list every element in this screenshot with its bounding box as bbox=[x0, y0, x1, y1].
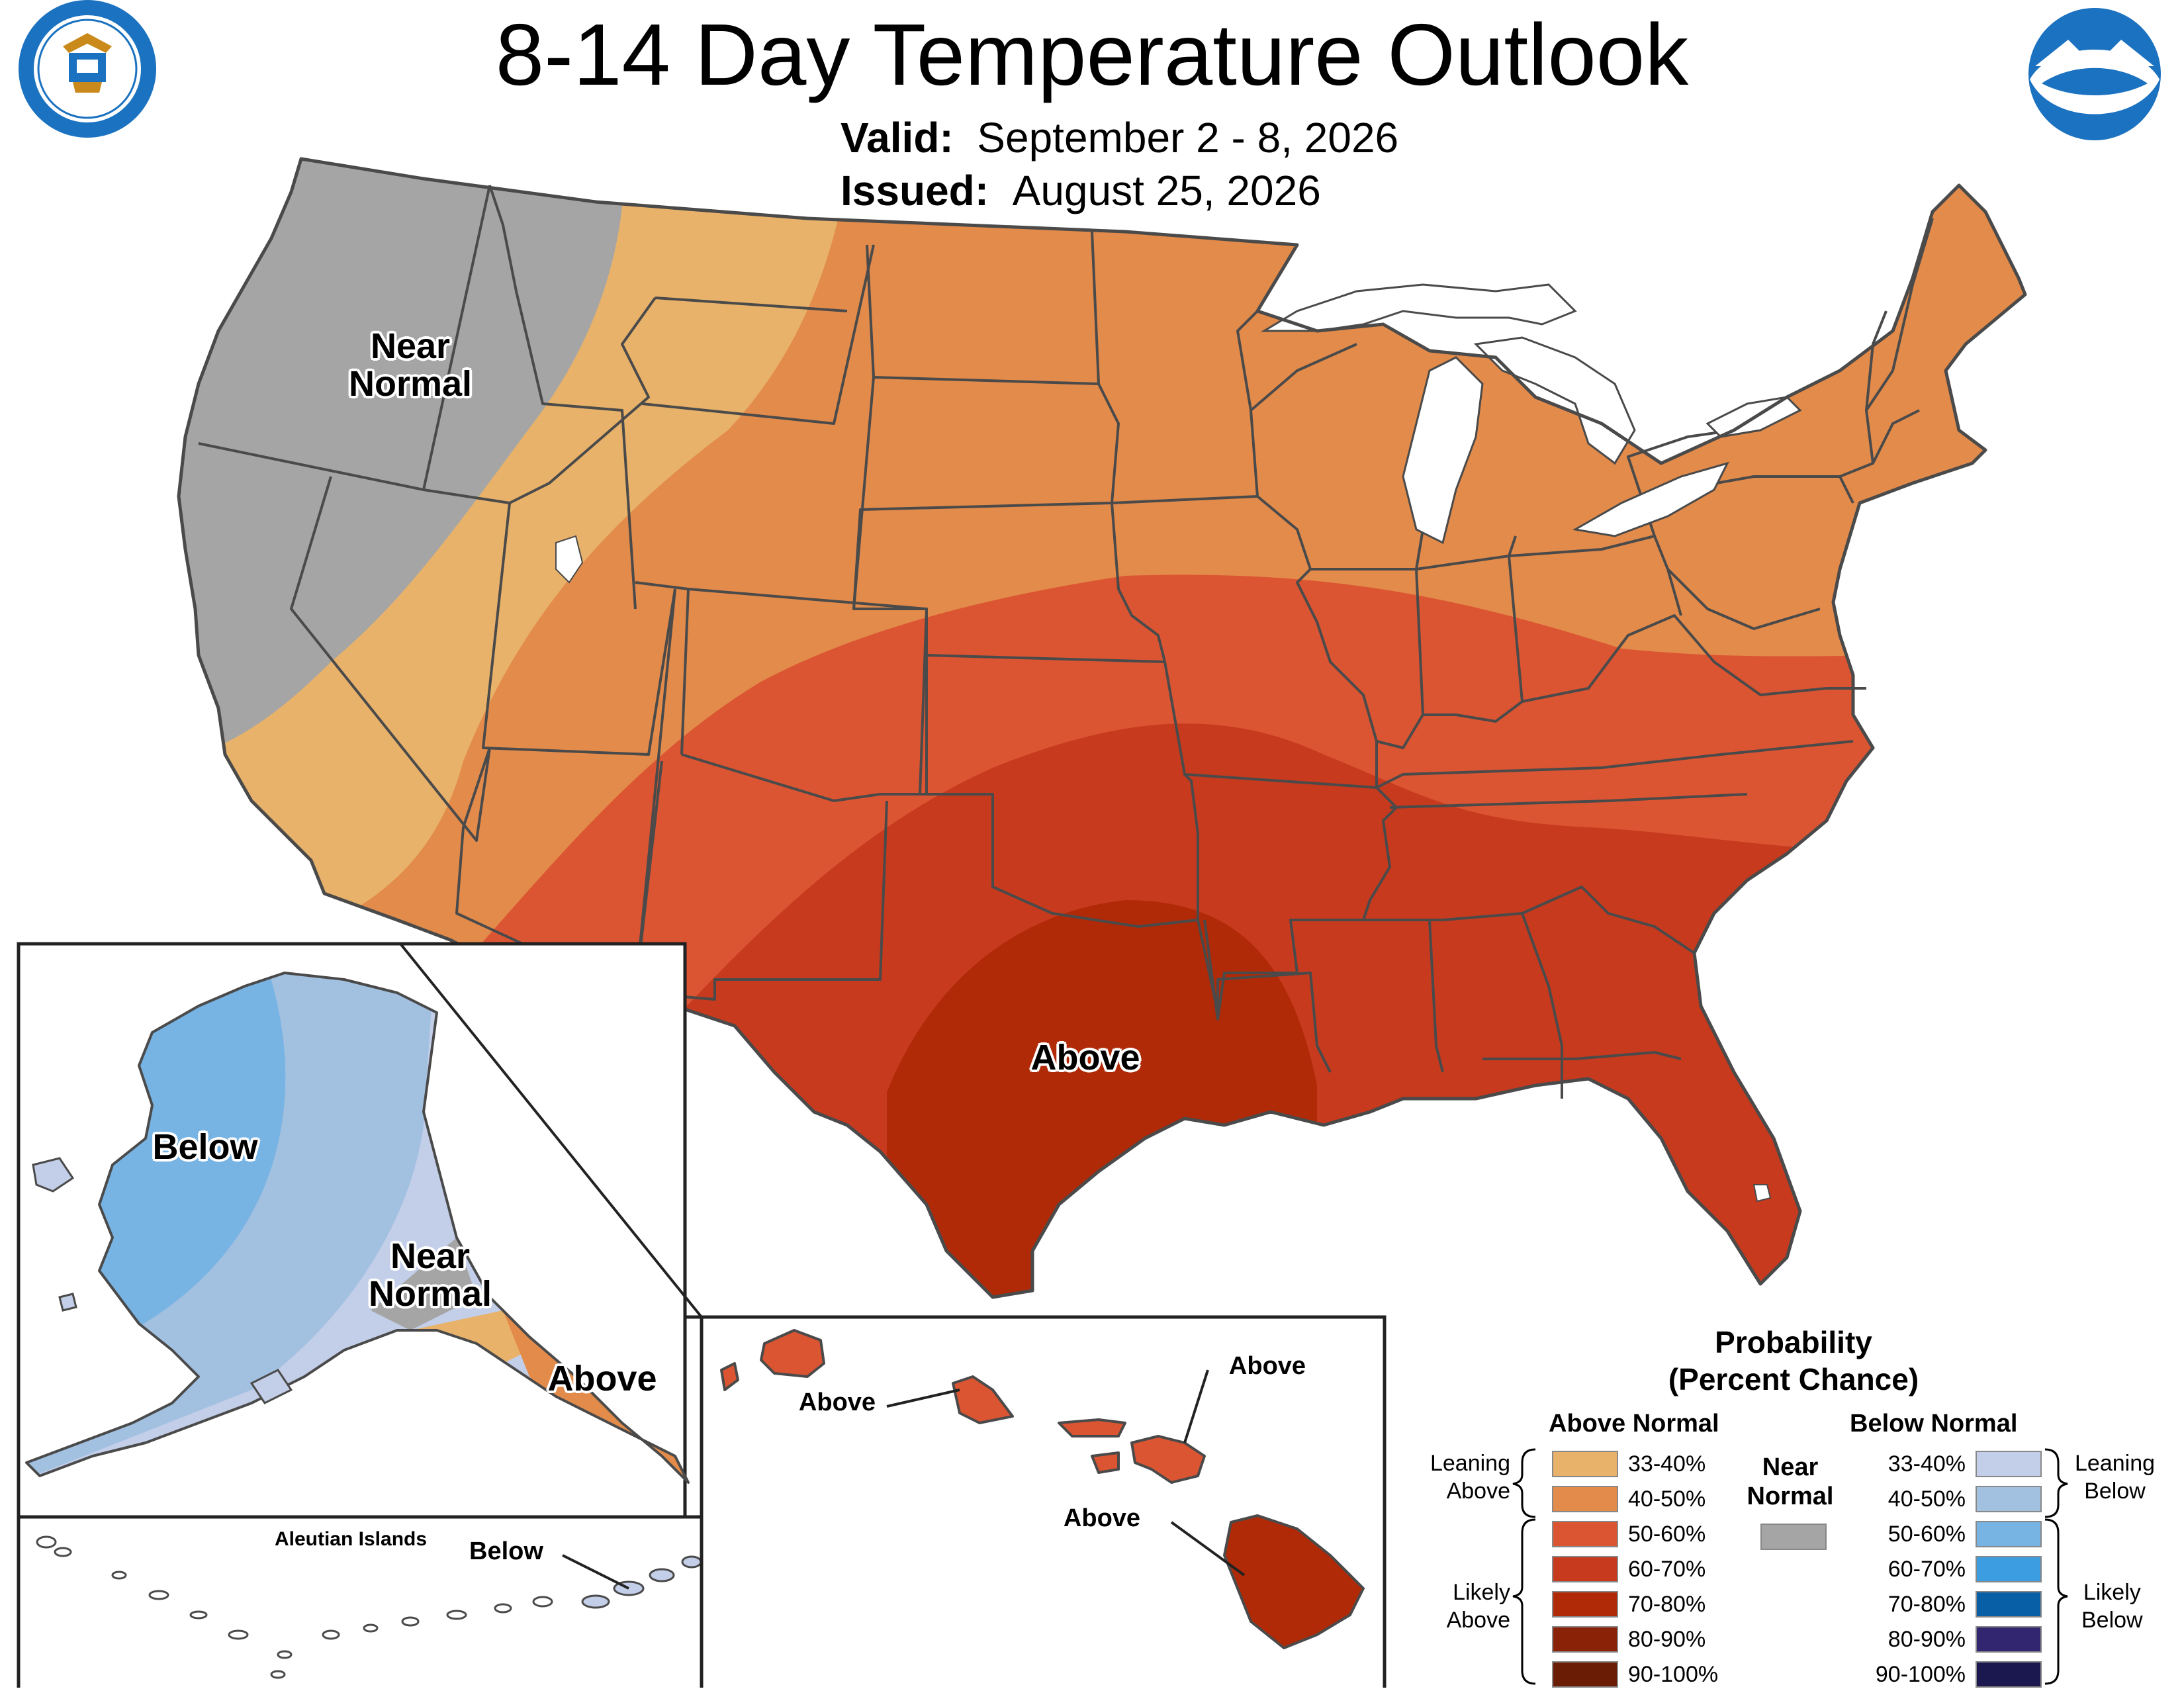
legend-below-swatch-2 bbox=[1976, 1521, 2042, 1547]
label-alaska-above: Above bbox=[547, 1359, 657, 1398]
island-kauai bbox=[760, 1329, 825, 1378]
great-salt-lake bbox=[555, 535, 584, 584]
legend-below-swatch-6 bbox=[1976, 1661, 2042, 1688]
legend-title: Probability (Percent Chance) bbox=[1668, 1325, 1919, 1396]
island-hawaii bbox=[1223, 1514, 1365, 1649]
legend-above-label-3: 60-70% bbox=[1628, 1557, 1706, 1582]
legend-below-label-5: 80-90% bbox=[1888, 1627, 1966, 1652]
legend-above-swatch-1 bbox=[1552, 1486, 1618, 1512]
legend-below-label-2: 50-60% bbox=[1888, 1522, 1966, 1547]
legend-below-swatch-0 bbox=[1976, 1451, 2042, 1477]
issued-label: Issued: bbox=[841, 167, 989, 214]
island-niihau bbox=[720, 1362, 739, 1391]
aleutian-islands bbox=[36, 1535, 553, 1679]
conus-outline bbox=[177, 157, 2027, 1299]
label-hawaii-above-big-island: Above bbox=[1063, 1504, 1141, 1532]
page-title: 8-14 Day Temperature Outlook bbox=[495, 6, 1689, 103]
legend-above-label-5: 80-90% bbox=[1628, 1627, 1706, 1652]
valid-label: Valid: bbox=[841, 114, 954, 161]
legend-below-label-0: 33-40% bbox=[1888, 1451, 1966, 1477]
label-aleutian-islands: Aleutian Islands bbox=[274, 1528, 428, 1550]
island-lanai bbox=[1091, 1451, 1120, 1474]
legend-above-label-0: 33-40% bbox=[1628, 1451, 1706, 1477]
label-conus-near-normal: Near Normal bbox=[348, 326, 473, 404]
valid-line: Valid: September 2 - 8, 2026 bbox=[841, 113, 1398, 163]
legend-below-swatch-5 bbox=[1976, 1626, 2042, 1653]
label-hawaii-above-maui: Above bbox=[1228, 1352, 1306, 1380]
valid-value: September 2 - 8, 2026 bbox=[977, 114, 1399, 161]
legend-above-swatch-5 bbox=[1552, 1626, 1618, 1653]
legend-below-swatch-3 bbox=[1976, 1556, 2042, 1582]
legend-near-normal-label: Near Normal bbox=[1747, 1453, 1834, 1510]
legend-likely-below: Likely Below bbox=[2081, 1580, 2143, 1633]
label-alaska-below: Below bbox=[152, 1127, 258, 1167]
legend-below-swatch-4 bbox=[1976, 1591, 2042, 1618]
legend-below-label-6: 90-100% bbox=[1875, 1662, 1966, 1687]
label-aleutian-below: Below bbox=[469, 1537, 543, 1565]
label-conus-above: Above bbox=[1030, 1038, 1140, 1077]
legend-above-swatch-6 bbox=[1552, 1661, 1618, 1688]
department-of-commerce-seal-icon bbox=[19, 0, 156, 138]
state-boundaries bbox=[198, 185, 1934, 1099]
issued-value: August 25, 2026 bbox=[1012, 167, 1321, 214]
legend-above-label-2: 50-60% bbox=[1628, 1522, 1706, 1547]
inset-connector-line bbox=[399, 942, 703, 1318]
hawaii-leader-lines bbox=[886, 1369, 1246, 1576]
noaa-logo-icon bbox=[2028, 8, 2161, 140]
legend-below-swatch-1 bbox=[1976, 1486, 2042, 1512]
ak-band-near-normal bbox=[371, 1238, 477, 1330]
legend-below-label-3: 60-70% bbox=[1888, 1557, 1966, 1582]
aleutian-leader-line bbox=[562, 1554, 629, 1590]
legend-above-label-6: 90-100% bbox=[1628, 1662, 1719, 1687]
legend-above-label-1: 40-50% bbox=[1628, 1486, 1706, 1512]
aleutian-islands-shaded bbox=[581, 1555, 702, 1609]
band-near-normal bbox=[179, 159, 625, 794]
legend-leaning-above: Leaning Above bbox=[1430, 1451, 1510, 1504]
legend-above-header: Above Normal bbox=[1549, 1410, 1719, 1438]
legend-above-swatch-0 bbox=[1552, 1451, 1618, 1477]
legend-above-swatch-4 bbox=[1552, 1591, 1618, 1618]
legend-above-label-4: 70-80% bbox=[1628, 1592, 1706, 1617]
lake-okeechobee bbox=[1752, 1184, 1772, 1203]
legend-likely-above: Likely Above bbox=[1446, 1580, 1510, 1633]
legend-leaning-below: Leaning Below bbox=[2075, 1451, 2156, 1504]
label-hawaii-above-oahu: Above bbox=[798, 1389, 876, 1416]
island-oahu bbox=[952, 1375, 1014, 1424]
island-molokai bbox=[1058, 1418, 1126, 1438]
hawaii-islands bbox=[720, 1329, 1365, 1649]
legend-above-swatch-2 bbox=[1552, 1521, 1618, 1547]
legend-below-header: Below Normal bbox=[1850, 1410, 2018, 1438]
legend-above-swatch-3 bbox=[1552, 1556, 1618, 1582]
legend-below-label-4: 70-80% bbox=[1888, 1592, 1966, 1617]
alaska-islands bbox=[32, 1157, 293, 1404]
issued-line: Issued: August 25, 2026 bbox=[841, 165, 1321, 216]
label-alaska-near-normal: Near Normal bbox=[368, 1236, 492, 1314]
legend-near-normal-swatch bbox=[1760, 1524, 1827, 1550]
legend-below-label-1: 40-50% bbox=[1888, 1486, 1966, 1512]
island-maui bbox=[1130, 1435, 1206, 1484]
